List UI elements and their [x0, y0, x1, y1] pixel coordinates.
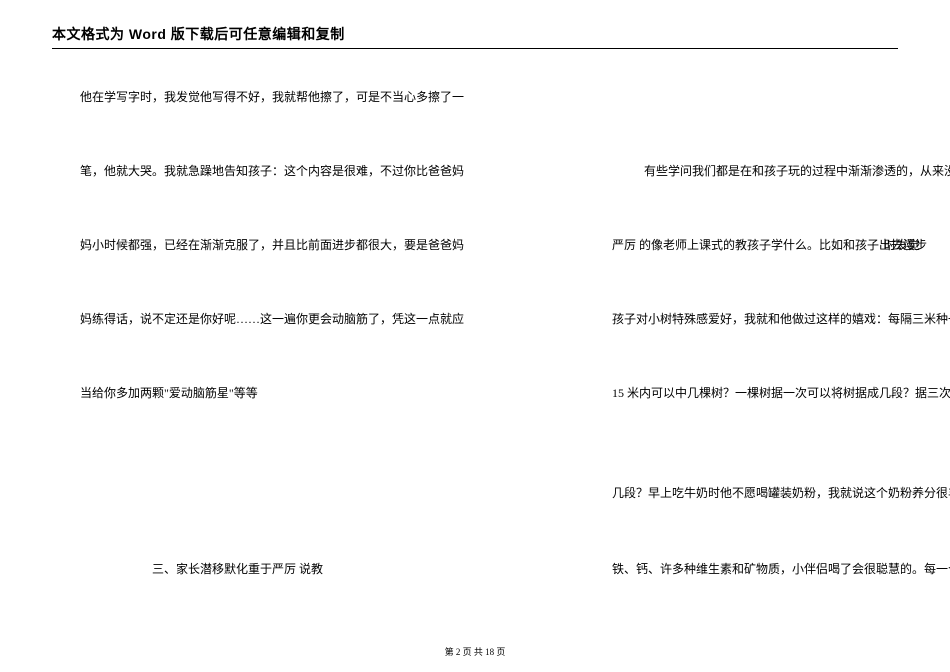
right-paragraph-line: 有些学问我们都是在和孩子玩的过程中渐渐渗透的，从来没有严	[644, 162, 950, 181]
left-paragraph-line: 妈小时候都强，已经在渐渐克服了，并且比前面进步都很大，要是爸爸妈	[80, 236, 464, 255]
right-paragraph-line: 铁、钙、许多种维生素和矿物质，小伴侣喝了会很聪慧的。每一个孩子都	[612, 560, 950, 579]
right-paragraph-line: 严厉 的像老师上课式的教孩子学什么。比如和孩子出去漫步	[612, 236, 927, 255]
right-paragraph-line-tail: 时发觉	[884, 236, 920, 255]
document-body: 他在学写字时，我发觉他写得不好，我就帮他擦了，可是不当心多擦了一 笔，他就大哭。…	[52, 70, 910, 628]
page-footer: 第 2 页 共 18 页	[0, 645, 950, 658]
section-heading: 三、家长潜移默化重于严厉 说教	[152, 560, 323, 579]
left-paragraph-line: 妈练得话，说不定还是你好呢……这一遍你更会动脑筋了，凭这一点就应	[80, 310, 464, 329]
left-paragraph-line: 当给你多加两颗"爱动脑筋星"等等	[80, 384, 258, 403]
right-paragraph-line: 孩子对小树特殊感爱好，我就和他做过这样的嬉戏：每隔三米种一棵树，	[612, 310, 950, 329]
page-number: 第 2 页 共 18 页	[445, 647, 506, 657]
left-paragraph-line: 笔，他就大哭。我就急躁地告知孩子：这个内容是很难，不过你比爸爸妈	[80, 162, 464, 181]
left-paragraph-line: 他在学写字时，我发觉他写得不好，我就帮他擦了，可是不当心多擦了一	[80, 88, 464, 107]
header-title: 本文格式为 Word 版下载后可任意编辑和复制	[52, 24, 898, 44]
right-paragraph-line: 15 米内可以中几棵树？一棵树据一次可以将树据成几段？据三次可以据成	[612, 384, 950, 403]
right-paragraph-line: 几段？早上吃牛奶时他不愿喝罐装奶粉，我就说这个奶粉养分很丰富，由	[612, 484, 950, 503]
document-header: 本文格式为 Word 版下载后可任意编辑和复制	[52, 24, 898, 49]
